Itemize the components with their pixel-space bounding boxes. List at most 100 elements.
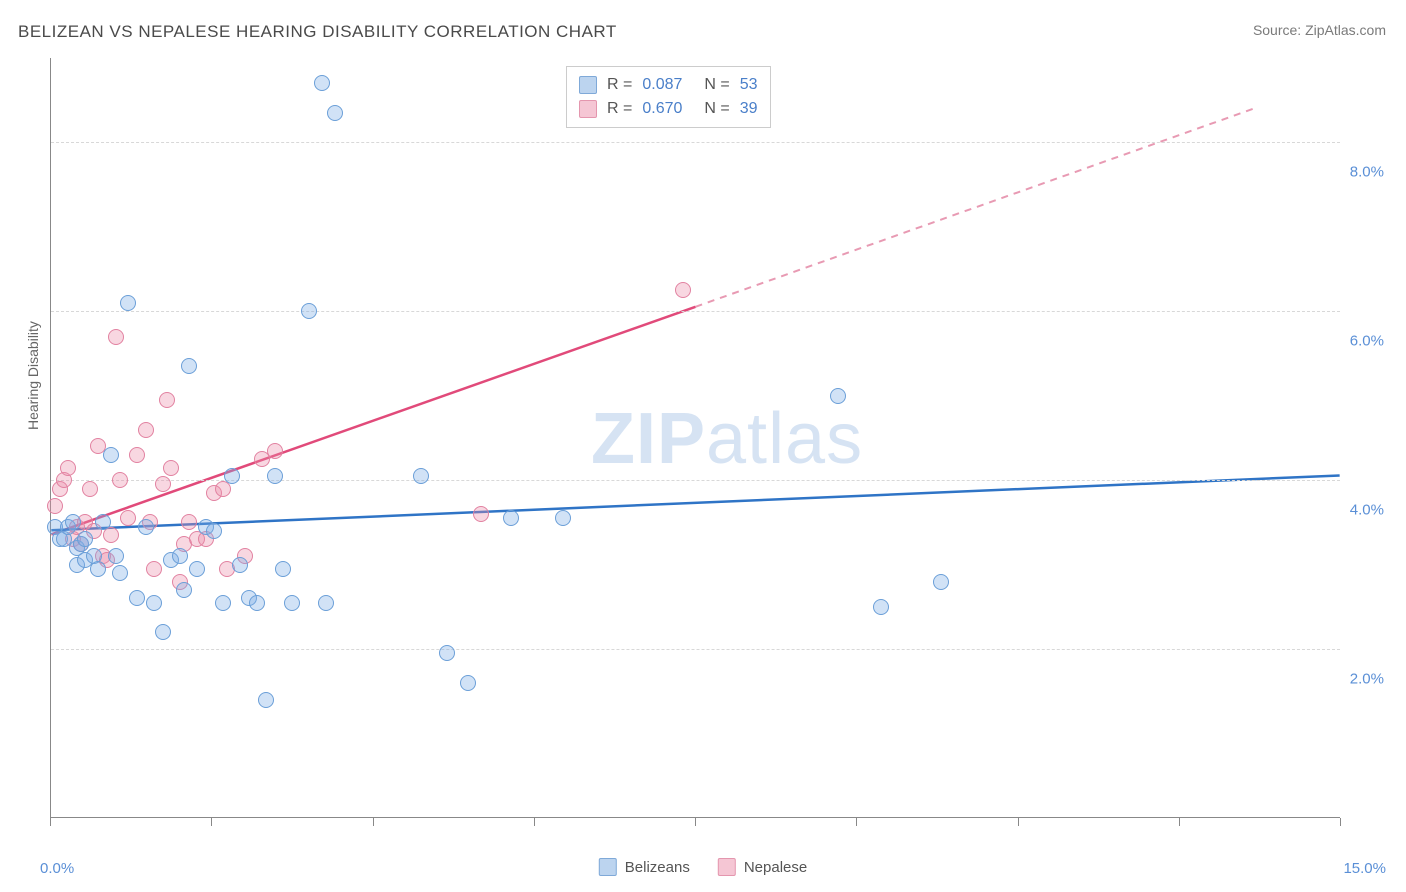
legend-item-belizeans: Belizeans [599,858,690,876]
legend-swatch-nepalese [718,858,736,876]
correlation-info-box: R = 0.087 N = 53 R = 0.670 N = 39 [566,66,771,128]
x-tick [695,818,696,826]
data-point [112,472,128,488]
trend-line [696,109,1254,307]
data-point [555,510,571,526]
data-point [90,561,106,577]
data-point [103,447,119,463]
data-point [138,422,154,438]
n-label: N = [704,97,729,121]
data-point [249,595,265,611]
data-point [189,561,205,577]
data-point [172,548,188,564]
x-tick [373,818,374,826]
x-tick [211,818,212,826]
source-prefix: Source: [1253,22,1305,38]
data-point [120,295,136,311]
y-tick-label: 4.0% [1350,502,1384,519]
data-point [439,645,455,661]
legend-swatch-belizeans [599,858,617,876]
gridline-h [51,649,1340,650]
legend-item-nepalese: Nepalese [718,858,807,876]
gridline-h [51,142,1340,143]
data-point [146,595,162,611]
x-axis-max-label: 15.0% [1343,860,1386,877]
watermark-zip: ZIP [591,399,706,479]
data-point [675,282,691,298]
x-axis-min-label: 0.0% [40,860,74,877]
legend-label-nepalese: Nepalese [744,859,807,876]
y-axis-label: Hearing Disability [25,321,41,430]
n-value-belizeans: 53 [740,73,758,97]
chart-container: BELIZEAN VS NEPALESE HEARING DISABILITY … [0,0,1406,892]
data-point [159,392,175,408]
y-tick-label: 8.0% [1350,164,1384,181]
trend-line [51,475,1339,530]
data-point [267,443,283,459]
data-point [155,624,171,640]
swatch-nepalese [579,100,597,118]
n-label: N = [704,73,729,97]
data-point [258,692,274,708]
source-attribution: Source: ZipAtlas.com [1253,22,1386,38]
x-tick [1340,818,1341,826]
data-point [108,548,124,564]
data-point [327,105,343,121]
data-point [284,595,300,611]
x-tick [1179,818,1180,826]
watermark-atlas: atlas [706,399,863,479]
plot-area: ZIPatlas [50,58,1340,818]
r-value-belizeans: 0.087 [642,73,682,97]
data-point [460,675,476,691]
info-row-nepalese: R = 0.670 N = 39 [579,97,758,121]
chart-title: BELIZEAN VS NEPALESE HEARING DISABILITY … [18,22,617,42]
data-point [215,595,231,611]
data-point [65,514,81,530]
gridline-h [51,480,1340,481]
data-point [267,468,283,484]
legend-label-belizeans: Belizeans [625,859,690,876]
y-tick-label: 2.0% [1350,671,1384,688]
legend: Belizeans Nepalese [599,858,807,876]
data-point [176,582,192,598]
r-value-nepalese: 0.670 [642,97,682,121]
data-point [232,557,248,573]
data-point [95,514,111,530]
data-point [77,531,93,547]
data-point [129,590,145,606]
r-label: R = [607,73,632,97]
x-tick [534,818,535,826]
data-point [873,599,889,615]
data-point [830,388,846,404]
watermark: ZIPatlas [591,398,863,480]
info-row-belizeans: R = 0.087 N = 53 [579,73,758,97]
data-point [413,468,429,484]
data-point [112,565,128,581]
gridline-h [51,311,1340,312]
y-tick-label: 6.0% [1350,333,1384,350]
trend-line [51,307,695,535]
data-point [933,574,949,590]
data-point [47,498,63,514]
data-point [301,303,317,319]
data-point [275,561,291,577]
x-tick [1018,818,1019,826]
x-tick [50,818,51,826]
data-point [503,510,519,526]
data-point [163,460,179,476]
data-point [181,514,197,530]
data-point [82,481,98,497]
data-point [318,595,334,611]
data-point [181,358,197,374]
r-label: R = [607,97,632,121]
data-point [473,506,489,522]
data-point [155,476,171,492]
data-point [138,519,154,535]
n-value-nepalese: 39 [740,97,758,121]
data-point [108,329,124,345]
plot-svg [51,58,1340,817]
source-link[interactable]: ZipAtlas.com [1305,22,1386,38]
data-point [146,561,162,577]
x-tick [856,818,857,826]
data-point [129,447,145,463]
